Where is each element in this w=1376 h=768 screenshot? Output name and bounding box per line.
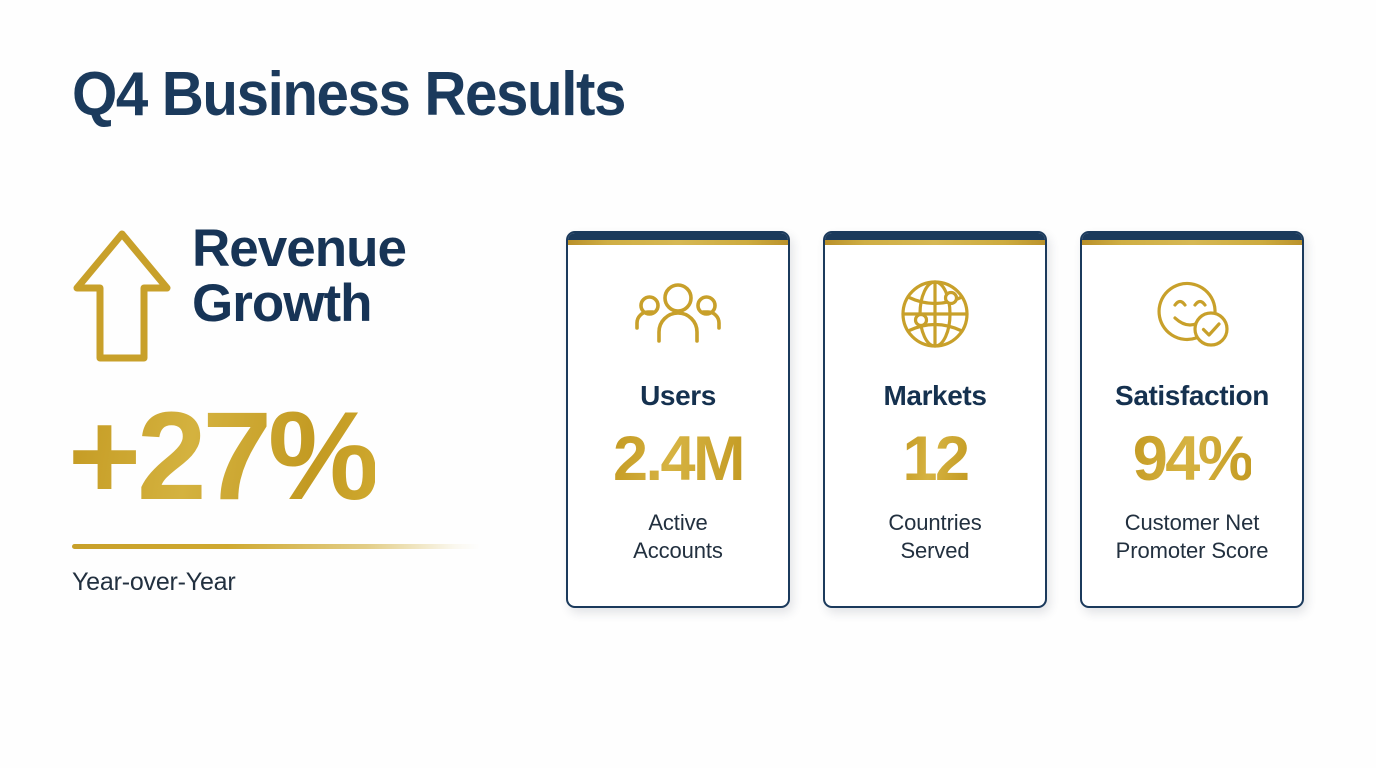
up-arrow-icon [72,226,172,366]
card-top-band [825,233,1045,240]
people-group-icon [635,278,721,350]
metric-card-satisfaction[interactable]: Satisfaction 94% Customer Net Promoter S… [1080,231,1304,608]
card-top-band [1082,233,1302,240]
card-value: 12 [902,424,970,494]
card-title: Markets [883,380,987,411]
globe-icon [892,278,978,350]
card-description-line1: Active [648,510,708,535]
card-title: Satisfaction [1115,380,1269,411]
page-title: Q4 Business Results [72,60,626,129]
card-description-line2: Accounts [633,538,723,564]
revenue-growth-label: Revenue Growth [192,219,522,333]
card-description-line2: Promoter Score [1115,538,1269,564]
card-description-line1: Countries [888,510,982,535]
card-description: Customer Net Promoter Score [1106,509,1279,565]
revenue-growth-caption: Year-over-Year [72,568,236,596]
card-description: Countries Served [878,509,991,565]
card-description: Active Accounts [623,509,733,565]
card-gold-stripe [568,240,788,245]
card-value: 94% [1132,424,1254,494]
card-top-band [568,233,788,240]
metric-card-markets[interactable]: Markets 12 Countries Served [823,231,1047,608]
revenue-growth-label-line2: Growth [192,273,372,333]
card-value: 2.4M [612,424,746,494]
metric-cards-row: Users 2.4M Active Accounts [566,231,1304,608]
metric-card-users[interactable]: Users 2.4M Active Accounts [566,231,790,608]
gold-divider-rule [72,544,480,549]
card-description-line2: Served [900,538,970,564]
card-description-line1: Customer Net [1124,510,1260,535]
revenue-growth-panel: Revenue Growth +27% Year-over-Year [68,219,522,622]
card-gold-stripe [1082,240,1302,245]
revenue-growth-label-line1: Revenue [192,219,407,278]
smiley-check-icon [1149,278,1235,350]
card-gold-stripe [825,240,1045,245]
revenue-growth-value: +27% [68,387,379,526]
card-title: Users [640,380,716,411]
revenue-growth-header: Revenue Growth [72,219,522,372]
